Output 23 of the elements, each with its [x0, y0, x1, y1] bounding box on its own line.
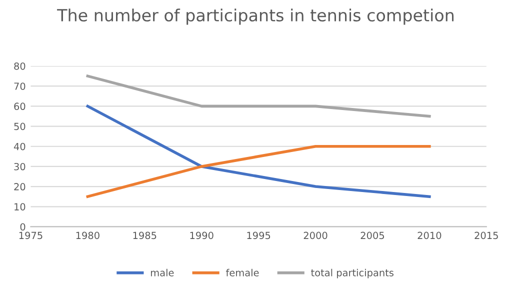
- y-tick-label: 0: [20, 223, 26, 231]
- legend-label: male: [150, 268, 174, 276]
- x-tick-label: 1985: [133, 232, 156, 240]
- y-tick-label: 10: [14, 203, 26, 210]
- x-tick-label: 1990: [190, 232, 214, 240]
- x-tick-label: 1980: [76, 232, 100, 240]
- y-tick-label: 60: [14, 102, 26, 110]
- line-series: [86, 104, 431, 198]
- y-tick-label: 30: [14, 162, 26, 170]
- x-tick-label: 1995: [247, 232, 270, 240]
- y-tick-label: 80: [14, 62, 26, 70]
- x-tick-label: 2000: [304, 232, 328, 240]
- x-tick-label: 2005: [360, 232, 384, 240]
- x-tick-label: 2010: [418, 232, 442, 240]
- legend-label: female: [226, 268, 259, 276]
- legend-label: total participants: [311, 268, 394, 278]
- x-tick-label: 2015: [474, 232, 498, 240]
- y-tick-label: 40: [14, 142, 26, 150]
- x-tick-label: 1975: [19, 232, 42, 240]
- y-tick-label: 50: [14, 122, 26, 130]
- chart-title: The number of participants in tennis competion: [57, 8, 454, 25]
- y-tick-label: 70: [14, 82, 26, 90]
- y-tick-label: 20: [14, 183, 26, 190]
